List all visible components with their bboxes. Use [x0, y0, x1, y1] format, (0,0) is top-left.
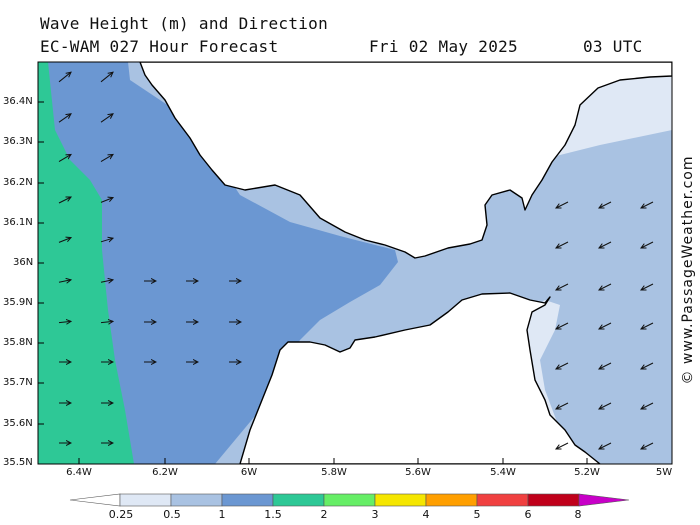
wave-arrow	[58, 154, 71, 163]
legend-tick: 1.5	[264, 508, 282, 521]
legend-cell	[272, 493, 325, 507]
wave-arrow	[100, 321, 113, 322]
legend-cell	[170, 493, 223, 507]
wave-arrow	[599, 201, 612, 208]
wave-arrow	[100, 72, 113, 83]
legend-tick: 5	[473, 508, 481, 521]
lat-label: 35.8N	[3, 337, 33, 348]
legend-cell	[374, 493, 427, 507]
legend-tick: 2	[320, 508, 328, 521]
wave-arrow	[599, 362, 612, 369]
wave-arrow	[58, 72, 71, 83]
lon-label: 5.6W	[405, 467, 431, 478]
wave-arrow	[556, 322, 569, 329]
legend-tick: 3	[371, 508, 379, 521]
wave-arrow	[641, 402, 654, 409]
lon-label: 5.8W	[321, 467, 347, 478]
legend-tick: 6	[524, 508, 532, 521]
axis-ticks	[38, 101, 588, 464]
wave-arrow	[58, 197, 71, 204]
wave-arrow	[58, 321, 71, 322]
wave-arrow	[100, 198, 113, 203]
wave-arrow	[641, 442, 654, 449]
wave-arrow	[58, 238, 71, 243]
map-title: Wave Height (m) and Direction	[40, 14, 329, 33]
wave-arrow	[556, 442, 569, 449]
wave-arrow	[641, 241, 654, 248]
land-spain	[139, 62, 672, 259]
lon-label: 6.2W	[152, 467, 178, 478]
wave-arrow	[556, 402, 569, 409]
legend-cell	[119, 493, 172, 507]
lat-label: 36.4N	[3, 96, 33, 107]
legend-low-triangle	[69, 493, 121, 507]
lon-label: 5.2W	[574, 467, 600, 478]
wave-arrow	[599, 402, 612, 409]
wave-arrow	[58, 280, 71, 282]
model-line: EC-WAM 027 Hour Forecast	[40, 37, 279, 56]
color-legend	[69, 493, 630, 507]
wave-arrow	[556, 362, 569, 369]
lat-label: 35.9N	[3, 297, 33, 308]
land-morocco	[239, 292, 601, 464]
legend-tick: 0.25	[108, 508, 134, 521]
wave-arrow	[599, 241, 612, 248]
lat-label: 35.5N	[3, 457, 33, 468]
site-credit: © www.PassageWeather.com	[680, 155, 696, 385]
legend-high-triangle	[578, 493, 630, 507]
forecast-date: Fri 02 May 2025	[369, 37, 518, 56]
wave-arrow	[100, 280, 113, 282]
lon-label: 6.4W	[66, 467, 92, 478]
wave-arrow	[641, 201, 654, 208]
wave-arrow	[100, 238, 113, 242]
lat-label: 36.2N	[3, 177, 33, 188]
legend-tick: 1	[218, 508, 226, 521]
legend-cell	[221, 493, 274, 507]
wave-arrow	[599, 322, 612, 329]
wave-arrow	[641, 362, 654, 369]
wave-arrow	[100, 114, 113, 123]
wave-arrow	[599, 442, 612, 449]
lat-label: 36.3N	[3, 136, 33, 147]
legend-tick: 4	[422, 508, 430, 521]
wave-arrow	[641, 283, 654, 290]
lat-label: 36N	[13, 257, 34, 268]
lat-label: 35.7N	[3, 377, 33, 388]
lat-label: 35.6N	[3, 418, 33, 429]
wave-arrow	[100, 154, 113, 163]
wave-direction-arrows	[58, 72, 654, 449]
wave-band-1	[38, 62, 398, 464]
lon-label: 5.4W	[490, 467, 516, 478]
legend-cell	[323, 493, 376, 507]
lon-label: 5W	[655, 467, 673, 478]
legend-tick: 8	[574, 508, 582, 521]
legend-cell	[476, 493, 529, 507]
legend-cell	[527, 493, 580, 507]
legend-cell	[425, 493, 478, 507]
wave-arrow	[556, 201, 569, 208]
legend-tick: 0.5	[163, 508, 181, 521]
lon-label: 6W	[240, 467, 258, 478]
wave-arrow	[641, 322, 654, 329]
wave-arrow	[556, 241, 569, 248]
wave-arrow	[58, 114, 71, 123]
wave-arrow	[556, 283, 569, 290]
lat-label: 36.1N	[3, 217, 33, 228]
wave-arrow	[599, 283, 612, 290]
forecast-time: 03 UTC	[583, 37, 643, 56]
